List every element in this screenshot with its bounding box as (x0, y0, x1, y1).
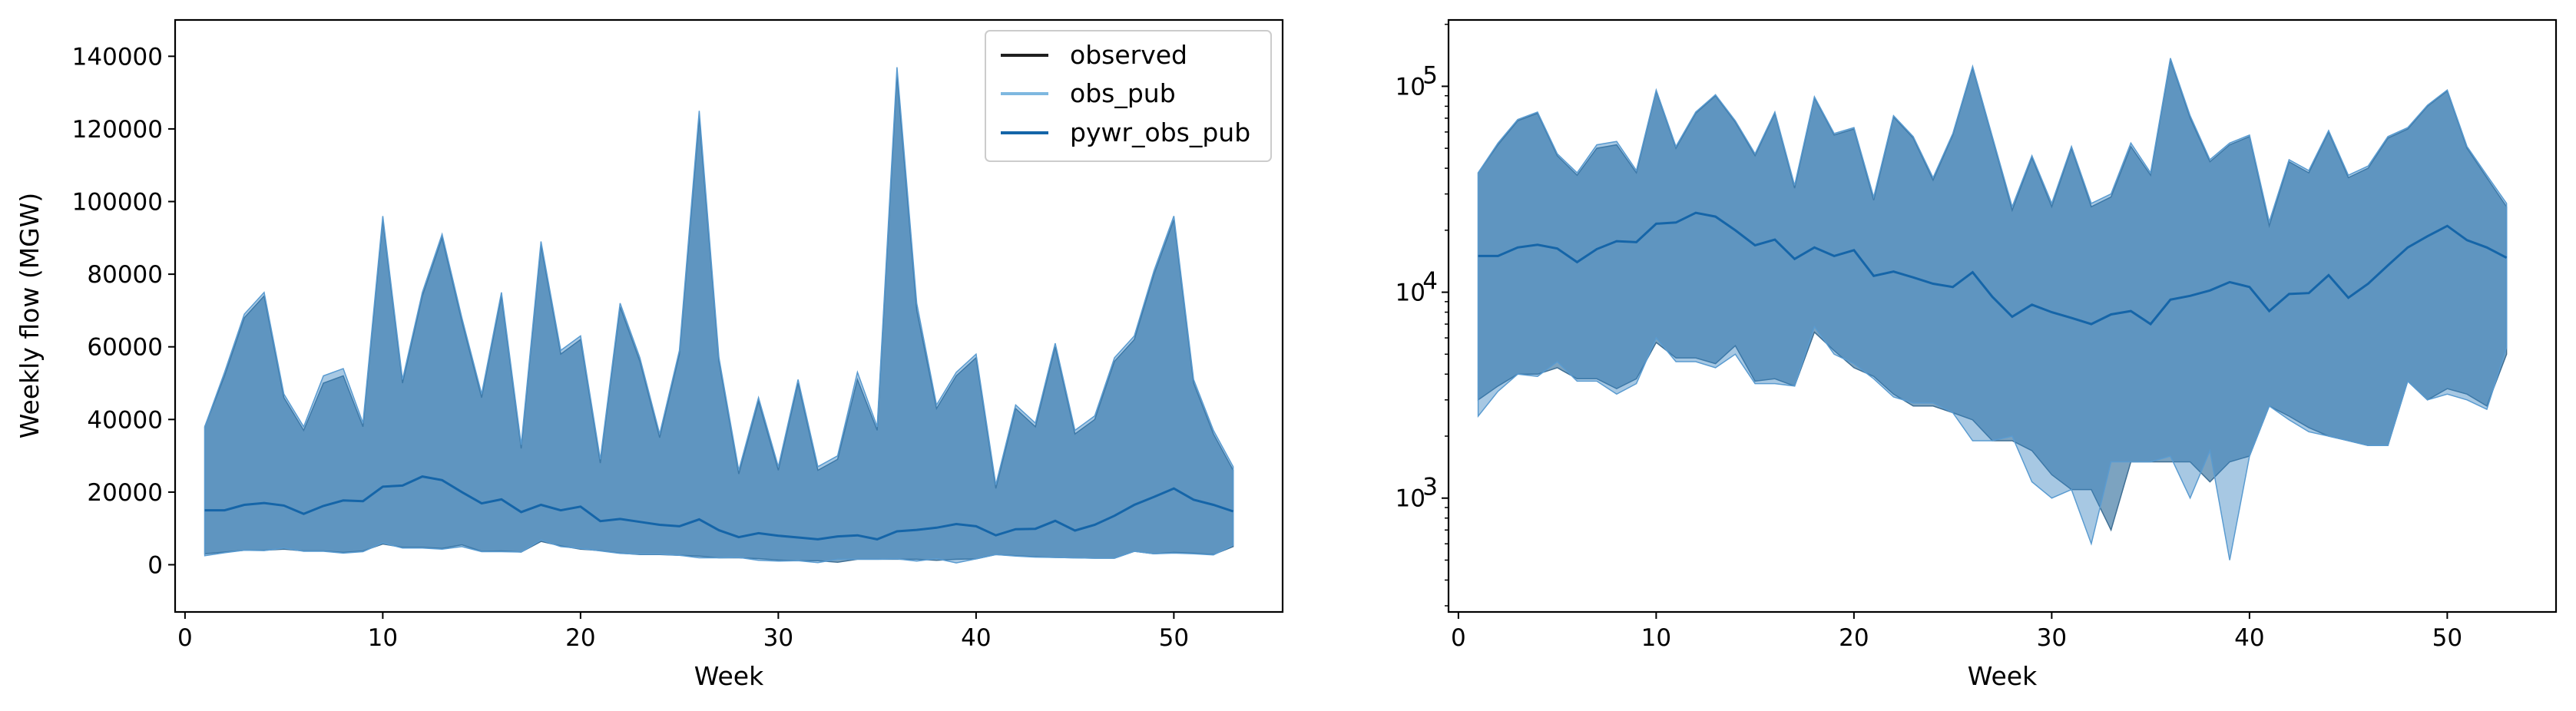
y-tick-label: 60000 (87, 334, 163, 362)
y-tick-label: 0 (147, 552, 163, 580)
x-tick-label: 0 (177, 624, 193, 652)
y-tick-label: 10 (1396, 485, 1425, 513)
left-x-axis-label: Week (694, 661, 764, 691)
x-tick-label: 10 (368, 624, 398, 652)
left-y-axis: 0 20000 40000 60000 80000 100000 120000 140000 (72, 43, 175, 580)
x-tick-label: 30 (2037, 624, 2067, 652)
right-plot-area (1477, 58, 2508, 561)
legend-label-pywr-obs-pub: pywr_obs_pub (1070, 117, 1250, 147)
y-tick-label: 120000 (72, 116, 163, 144)
x-tick-label: 20 (565, 624, 595, 652)
legend: observed obs_pub pywr_obs_pub (985, 30, 1272, 162)
legend-label-observed: observed (1070, 40, 1187, 70)
y-tick-label: 140000 (72, 43, 163, 71)
right-x-axis-label: Week (1968, 661, 2038, 691)
y-tick-label: 100000 (72, 189, 163, 217)
x-tick-label: 40 (2234, 624, 2264, 652)
y-tick-label: 20000 (87, 479, 163, 507)
band-observed (1477, 59, 2508, 532)
y-tick-label: 40000 (87, 406, 163, 434)
legend-label-obs-pub: obs_pub (1070, 78, 1176, 108)
band-observed (204, 74, 1234, 563)
x-tick-label: 50 (2432, 624, 2462, 652)
legend-box (985, 30, 1272, 162)
left-chart: 0 10 20 30 40 50 0 20000 40000 60000 80000 100000 1… (15, 18, 1284, 691)
y-tick-exponent: 4 (1422, 268, 1438, 296)
line-pywr-obs-pub (204, 475, 1234, 541)
x-tick-label: 50 (1159, 624, 1189, 652)
x-tick-label: 20 (1839, 624, 1869, 652)
left-axes-frame (174, 18, 1284, 613)
band-obs-pub (1477, 58, 2508, 561)
right-axes-frame (1447, 18, 2558, 613)
line-pywr-obs-pub (1478, 211, 2508, 326)
x-tick-label: 10 (1641, 624, 1671, 652)
left-plot-area (204, 67, 1234, 564)
left-x-axis: 0 10 20 30 40 50 (177, 612, 1189, 652)
y-tick-label: 10 (1396, 73, 1425, 101)
y-tick-exponent: 5 (1422, 61, 1438, 89)
y-tick-label: 80000 (87, 261, 163, 289)
x-tick-label: 40 (961, 624, 991, 652)
left-y-axis-label: Weekly flow (MGW) (15, 193, 45, 438)
x-tick-label: 30 (763, 624, 793, 652)
x-tick-label: 0 (1451, 624, 1466, 652)
y-tick-label: 10 (1396, 279, 1425, 307)
y-tick-exponent: 3 (1422, 474, 1438, 501)
right-x-axis: 0 10 20 30 40 50 (1451, 612, 2462, 652)
band-obs-pub (204, 67, 1234, 564)
